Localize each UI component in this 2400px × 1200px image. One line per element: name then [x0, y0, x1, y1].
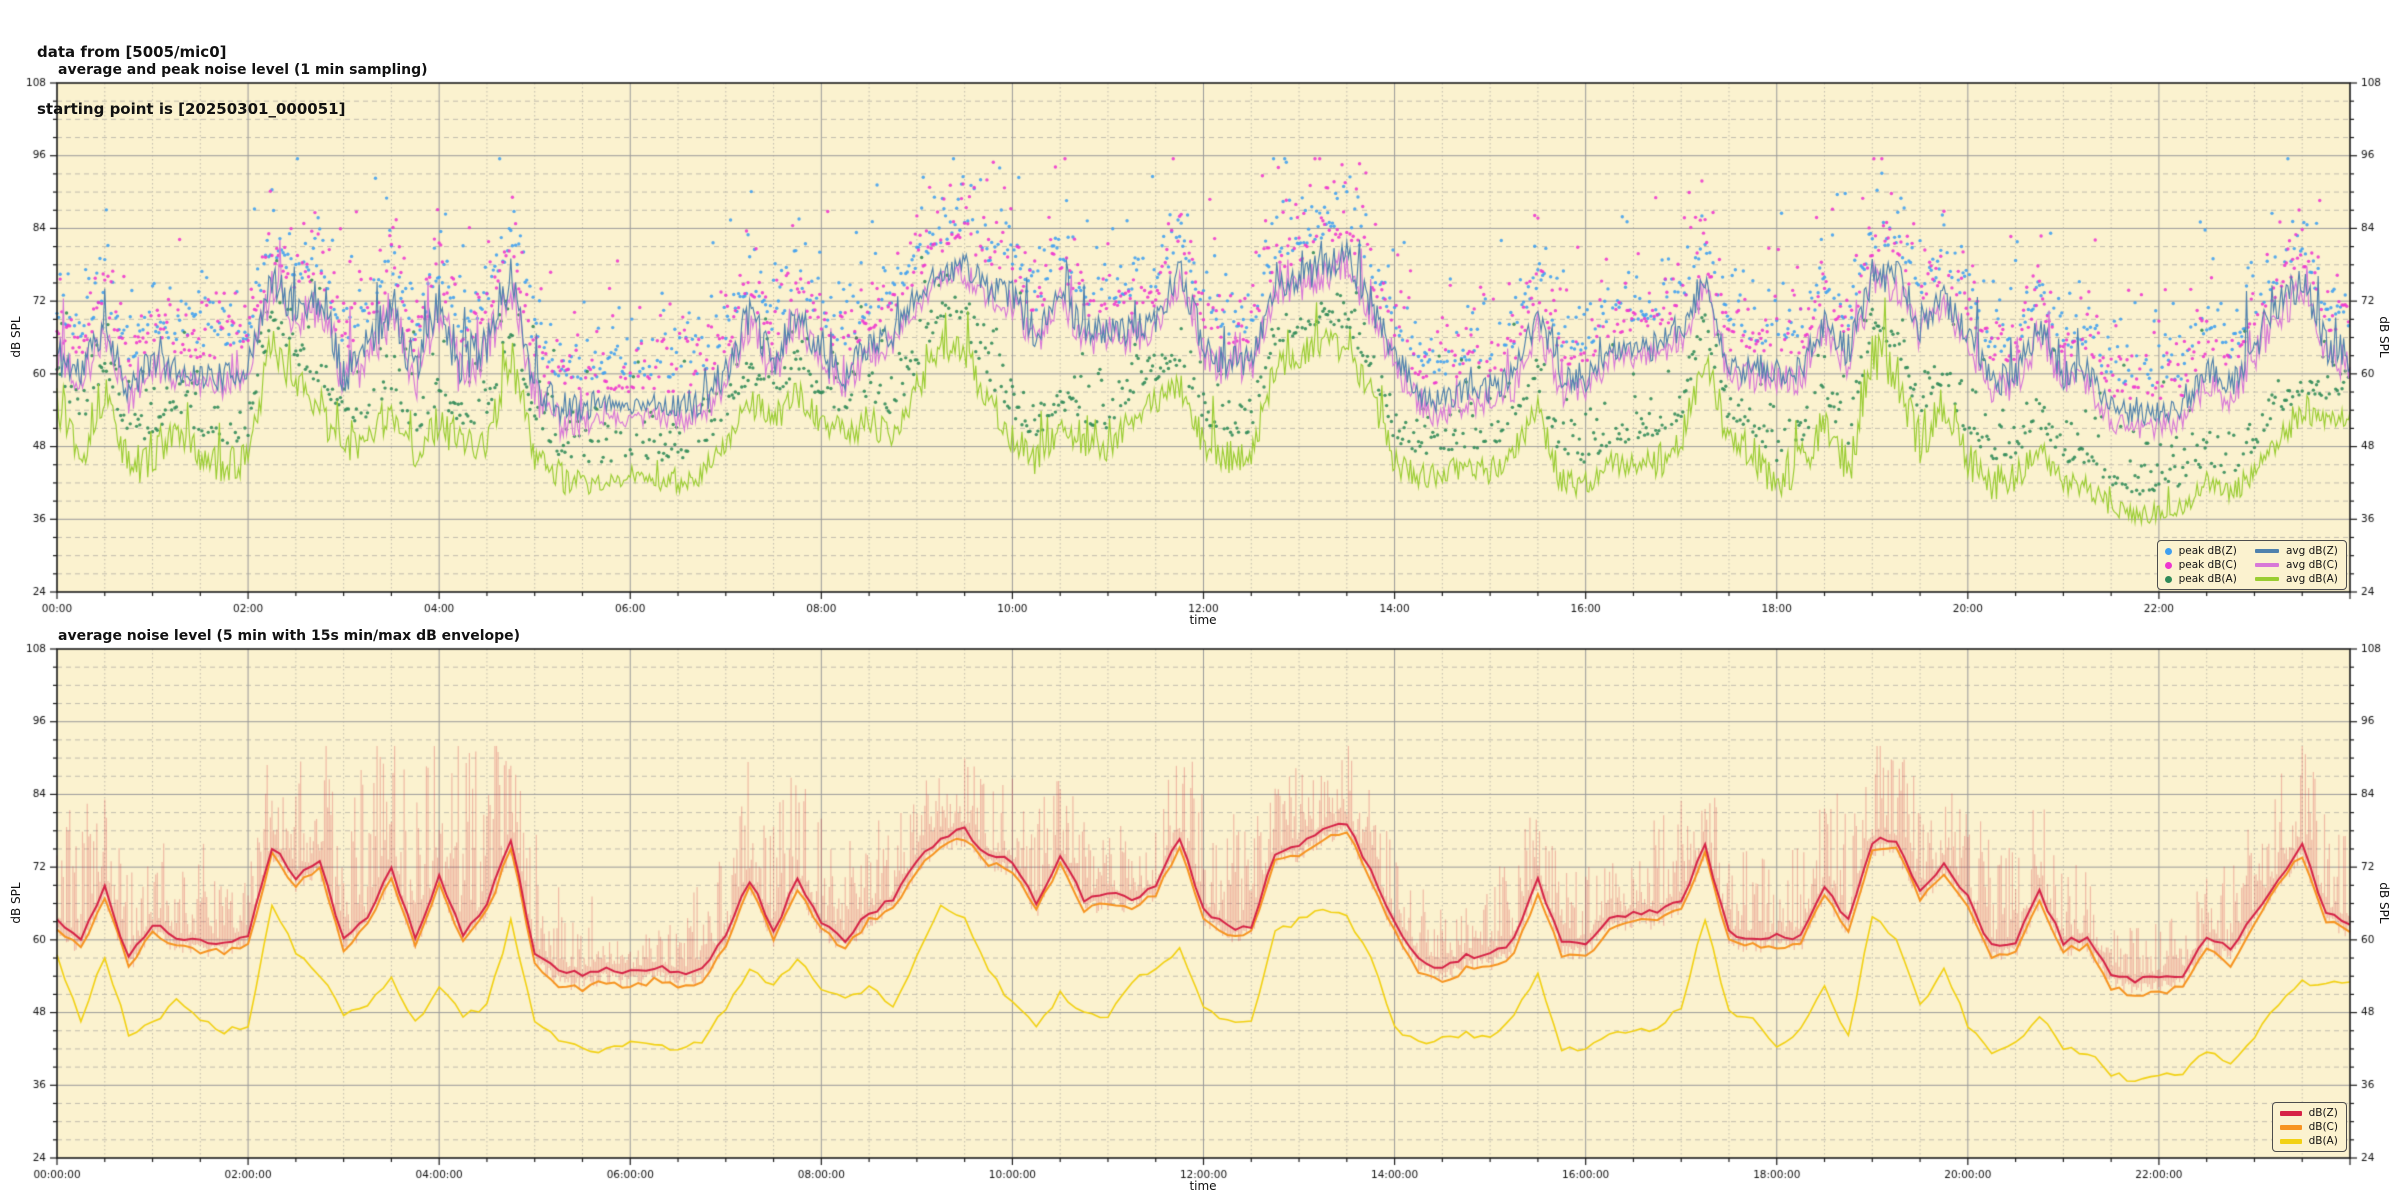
legend-entry-peak-dbc: peak dB(C) [2164, 559, 2237, 571]
legend-label: peak dB(A) [2178, 573, 2237, 585]
bottom-ylabel-right: dB SPL [2377, 882, 2391, 924]
figure-header: data from [5005/mic0] starting point is … [37, 5, 345, 157]
dbc-line-swatch [2279, 1124, 2302, 1130]
top-chart-title: average and peak noise level (1 min samp… [58, 62, 428, 78]
legend-label: avg dB(C) [2285, 559, 2338, 571]
header-data-source: data from [5005/mic0] [37, 43, 227, 61]
legend-entry-avg-dba: avg dB(A) [2254, 573, 2338, 585]
bottom-xlabel: time [1189, 1179, 1217, 1193]
peak-dbc-dot-swatch [2164, 561, 2172, 569]
avg-dbz-line-swatch [2254, 549, 2279, 553]
legend-label: avg dB(A) [2285, 573, 2338, 585]
bottom-chart-title: average noise level (5 min with 15s min/… [58, 628, 521, 644]
avg-dbc-line-swatch [2254, 563, 2279, 567]
dba-line-swatch [2279, 1138, 2302, 1144]
top-chart-legend: peak dB(Z) avg dB(Z) peak dB(C) avg dB(C… [2156, 540, 2347, 590]
legend-label: dB(A) [2308, 1135, 2338, 1147]
legend-label: dB(Z) [2308, 1107, 2338, 1119]
legend-entry-peak-dba: peak dB(A) [2164, 573, 2237, 585]
legend-label: peak dB(C) [2178, 559, 2237, 571]
peak-dba-dot-swatch [2164, 575, 2172, 583]
legend-entry-dba: dB(A) [2279, 1135, 2338, 1147]
top-ylabel-left: dB SPL [9, 316, 23, 358]
top-xlabel: time [1189, 613, 1217, 627]
legend-label: peak dB(Z) [2178, 545, 2237, 557]
legend-entry-peak-dbz: peak dB(Z) [2164, 545, 2237, 557]
legend-entry-avg-dbc: avg dB(C) [2254, 559, 2338, 571]
legend-entry-dbz: dB(Z) [2279, 1107, 2338, 1119]
legend-entry-dbc: dB(C) [2279, 1121, 2338, 1133]
legend-entry-avg-dbz: avg dB(Z) [2254, 545, 2338, 557]
peak-dbz-dot-swatch [2164, 547, 2172, 555]
avg-dba-line-swatch [2254, 577, 2279, 581]
dbz-line-swatch [2279, 1110, 2302, 1116]
top-ylabel-right: dB SPL [2377, 316, 2391, 358]
legend-label: avg dB(Z) [2285, 545, 2338, 557]
legend-label: dB(C) [2308, 1121, 2338, 1133]
bottom-ylabel-left: dB SPL [9, 882, 23, 924]
header-starting-point: starting point is [20250301_000051] [37, 100, 346, 118]
bottom-chart-legend: dB(Z) dB(C) dB(A) [2271, 1102, 2347, 1152]
